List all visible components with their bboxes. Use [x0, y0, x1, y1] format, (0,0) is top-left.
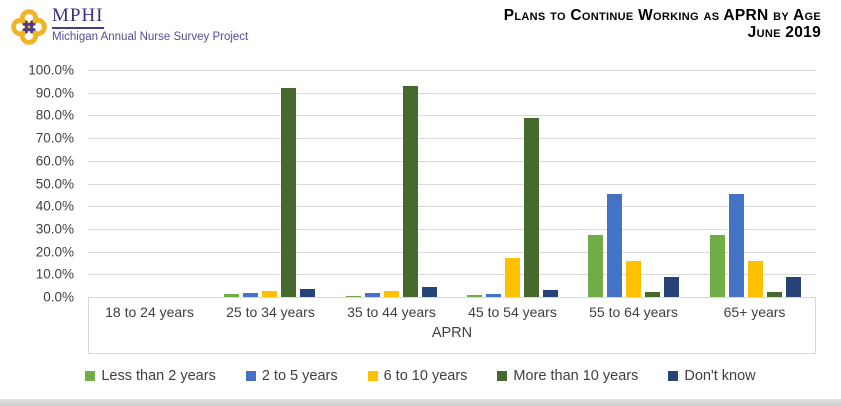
legend-swatch-6-to-10-years	[367, 371, 378, 381]
category-label-35-to-44-years: 35 to 44 years	[347, 304, 436, 320]
bar-don-t-know-55-to-64-years	[664, 276, 680, 297]
gridline	[88, 92, 816, 94]
logo-acronym: MPHI	[52, 6, 104, 29]
bar-group-55-to-64-years	[573, 70, 694, 297]
category-label-25-to-34-years: 25 to 34 years	[226, 304, 315, 320]
y-tick-label: 40.0%	[35, 198, 74, 214]
gridline	[88, 138, 816, 140]
y-tick-label: 80.0%	[35, 107, 74, 123]
y-tick-label: 90.0%	[35, 85, 74, 101]
legend-swatch-don-t-know	[668, 371, 679, 381]
legend-item-2-to-5-years: 2 to 5 years	[245, 368, 338, 384]
plot-area	[88, 70, 816, 298]
legend-swatch-more-than-10-years	[497, 371, 508, 381]
y-tick-label: 50.0%	[35, 176, 74, 191]
chart-title-line1: Plans to Continue Working as APRN by Age	[503, 7, 821, 24]
bar-more-than-10-years-25-to-34-years	[281, 88, 297, 297]
y-tick-label: 10.0%	[35, 266, 74, 282]
bar-6-to-10-years-35-to-44-years	[383, 291, 399, 297]
legend-label-don-t-know: Don't know	[684, 368, 756, 384]
bar-group-45-to-54-years	[452, 70, 573, 297]
gridline	[88, 70, 816, 71]
y-axis: 100.0% 90.0% 80.0% 70.0% 60.0% 50.0% 40.0% 30.0…	[0, 63, 80, 305]
bar-6-to-10-years-65-years	[747, 261, 763, 297]
legend-item-less-than-2-years: Less than 2 years	[85, 368, 216, 384]
bar-more-than-10-years-35-to-44-years	[402, 85, 418, 297]
category-label-55-to-64-years: 55 to 64 years	[589, 304, 678, 320]
y-tick-label: 0.0%	[43, 289, 74, 305]
bar-don-t-know-25-to-34-years	[300, 288, 316, 297]
gridline	[88, 274, 816, 276]
bar-don-t-know-65-years	[785, 277, 801, 297]
bar-don-t-know-35-to-44-years	[421, 287, 437, 297]
bar-2-to-5-years-45-to-54-years	[486, 293, 502, 297]
legend: Less than 2 years 2 to 5 years 6 to 10 yea…	[0, 368, 841, 384]
bar-group-18-to-24-years	[88, 70, 209, 297]
y-tick-label: 100.0%	[28, 62, 74, 78]
x-axis-title: APRN	[431, 325, 473, 341]
logo-subtitle: Michigan Annual Nurse Survey Project	[52, 31, 249, 43]
legend-label-6-to-10-years: 6 to 10 years	[383, 368, 468, 384]
bar-2-to-5-years-55-to-64-years	[607, 193, 623, 297]
bar-2-to-5-years-35-to-44-years	[364, 292, 380, 297]
mphi-clover-icon	[11, 9, 47, 45]
y-tick-label: 70.0%	[35, 130, 74, 146]
bar-6-to-10-years-25-to-34-years	[262, 291, 278, 297]
bar-more-than-10-years-65-years	[766, 292, 782, 297]
bar-don-t-know-45-to-54-years	[543, 289, 559, 297]
category-label-18-to-24-years: 18 to 24 years	[105, 304, 194, 320]
category-labels: 18 to 24 years 25 to 34 years 35 to 44 yea…	[89, 298, 815, 320]
bar-2-to-5-years-25-to-34-years	[243, 292, 259, 297]
gridline	[88, 160, 816, 162]
gridline	[88, 228, 816, 230]
bar-group-65-years	[695, 70, 816, 297]
y-tick-label: 60.0%	[35, 153, 74, 169]
logo-text: MPHI Michigan Annual Nurse Survey Projec…	[52, 6, 248, 43]
gridline	[88, 251, 816, 253]
bottom-scroll-strip	[0, 399, 841, 406]
chart-title: Plans to Continue Working as APRN by Age…	[504, 7, 821, 41]
gridline	[88, 183, 816, 185]
legend-item-more-than-10-years: More than 10 years	[497, 368, 638, 384]
bar-less-than-2-years-45-to-54-years	[467, 294, 483, 297]
x-axis: 18 to 24 years 25 to 34 years 35 to 44 yea…	[88, 297, 816, 354]
chart-title-line2: June 2019	[747, 24, 821, 41]
bar-less-than-2-years-35-to-44-years	[345, 295, 361, 297]
legend-swatch-2-to-5-years	[245, 371, 256, 381]
bar-6-to-10-years-45-to-54-years	[505, 258, 521, 297]
category-label-65-years: 65+ years	[723, 304, 786, 320]
legend-item-6-to-10-years: 6 to 10 years	[367, 368, 468, 384]
bar-less-than-2-years-25-to-34-years	[224, 293, 240, 297]
category-label-45-to-54-years: 45 to 54 years	[468, 304, 557, 320]
bar-6-to-10-years-55-to-64-years	[626, 260, 642, 297]
bar-group-25-to-34-years	[209, 70, 330, 297]
gridline	[88, 206, 816, 208]
y-tick-label: 30.0%	[35, 221, 74, 237]
y-tick-label: 20.0%	[35, 244, 74, 260]
bar-2-to-5-years-65-years	[728, 193, 744, 297]
legend-label-less-than-2-years: Less than 2 years	[101, 368, 216, 384]
bar-less-than-2-years-65-years	[709, 234, 725, 297]
bar-more-than-10-years-55-to-64-years	[645, 292, 661, 297]
bar-more-than-10-years-45-to-54-years	[524, 117, 540, 297]
legend-label-more-than-10-years: More than 10 years	[513, 368, 639, 384]
bar-less-than-2-years-55-to-64-years	[588, 234, 604, 297]
mphi-logo: MPHI Michigan Annual Nurse Survey Projec…	[10, 6, 248, 46]
gridline	[88, 115, 816, 117]
legend-label-2-to-5-years: 2 to 5 years	[261, 368, 338, 384]
bar-group-35-to-44-years	[331, 70, 452, 297]
legend-item-don-t-know: Don't know	[668, 368, 756, 384]
legend-swatch-less-than-2-years	[85, 371, 96, 381]
